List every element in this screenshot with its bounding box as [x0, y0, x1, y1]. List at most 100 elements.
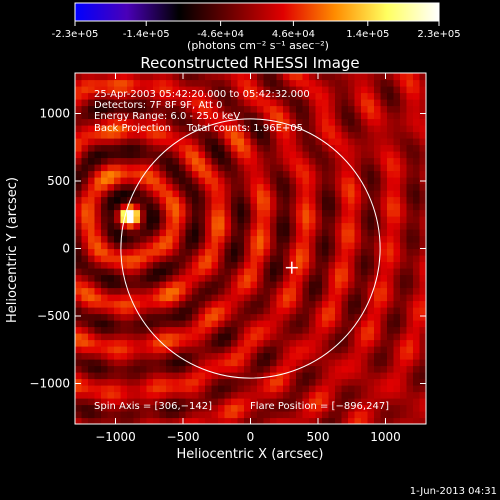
- heatmap-cell: [393, 372, 401, 380]
- heatmap-cell: [244, 216, 252, 224]
- heatmap-cell: [244, 235, 252, 243]
- heatmap-cell: [283, 352, 291, 360]
- heatmap-cell: [172, 248, 180, 256]
- heatmap-cell: [231, 183, 239, 191]
- heatmap-cell: [140, 73, 148, 81]
- heatmap-cell: [387, 326, 395, 334]
- heatmap-cell: [153, 118, 161, 126]
- heatmap-cell: [88, 242, 96, 250]
- heatmap-cell: [309, 177, 317, 185]
- heatmap-cell: [309, 307, 317, 315]
- heatmap-cell: [237, 365, 245, 373]
- heatmap-cell: [283, 105, 291, 113]
- heatmap-cell: [192, 404, 200, 412]
- heatmap-cell: [101, 125, 109, 133]
- heatmap-cell: [400, 378, 408, 386]
- heatmap-cell: [250, 164, 258, 172]
- heatmap-cell: [413, 242, 421, 250]
- heatmap-cell: [296, 151, 304, 159]
- heatmap-cell: [289, 229, 297, 237]
- heatmap-cell: [276, 339, 284, 347]
- heatmap-cell: [289, 112, 297, 120]
- heatmap-cell: [283, 417, 291, 424]
- heatmap-cell: [101, 268, 109, 276]
- heatmap-cell: [231, 404, 239, 412]
- heatmap-cell: [361, 300, 369, 308]
- heatmap-cell: [133, 294, 141, 302]
- heatmap-cell: [419, 385, 426, 393]
- heatmap-cell: [250, 333, 258, 341]
- heatmap-cell: [120, 118, 128, 126]
- heatmap-cell: [205, 138, 213, 146]
- heatmap-cell: [218, 346, 226, 354]
- heatmap-cell: [413, 268, 421, 276]
- heatmap-cell: [302, 209, 310, 217]
- heatmap-cell: [205, 261, 213, 269]
- heatmap-cell: [224, 287, 232, 295]
- heatmap-cell: [133, 92, 141, 100]
- heatmap-cell: [315, 164, 323, 172]
- heatmap-cell: [341, 105, 349, 113]
- heatmap-cell: [94, 333, 102, 341]
- heatmap-cell: [374, 359, 382, 367]
- heatmap-cell: [231, 352, 239, 360]
- heatmap-cell: [107, 196, 115, 204]
- heatmap-cell: [270, 268, 278, 276]
- heatmap-cell: [387, 73, 395, 81]
- heatmap-cell: [153, 411, 161, 419]
- heatmap-cell: [218, 99, 226, 107]
- heatmap-cell: [257, 313, 265, 321]
- heatmap-cell: [120, 339, 128, 347]
- heatmap-cell: [387, 151, 395, 159]
- heatmap-cell: [315, 385, 323, 393]
- heatmap-cell: [172, 242, 180, 250]
- heatmap-cell: [283, 255, 291, 263]
- heatmap-cell: [153, 294, 161, 302]
- heatmap-cell: [309, 404, 317, 412]
- heatmap-cell: [140, 307, 148, 315]
- heatmap-cell: [309, 365, 317, 373]
- heatmap-cell: [283, 73, 291, 81]
- heatmap-cell: [205, 99, 213, 107]
- heatmap-cell: [120, 268, 128, 276]
- heatmap-cell: [406, 170, 414, 178]
- heatmap-cell: [218, 190, 226, 198]
- heatmap-cell: [198, 274, 206, 282]
- heatmap-cell: [322, 183, 330, 191]
- heatmap-cell: [146, 177, 154, 185]
- heatmap-cell: [322, 391, 330, 399]
- heatmap-cell: [419, 411, 426, 419]
- heatmap-cell: [276, 378, 284, 386]
- heatmap-cell: [257, 151, 265, 159]
- heatmap-cell: [244, 177, 252, 185]
- heatmap-cell: [367, 307, 375, 315]
- heatmap-cell: [237, 326, 245, 334]
- heatmap-cell: [224, 209, 232, 217]
- heatmap-cell: [88, 378, 96, 386]
- heatmap-cell: [244, 404, 252, 412]
- heatmap-cell: [218, 222, 226, 230]
- heatmap-cell: [81, 183, 89, 191]
- heatmap-cell: [296, 248, 304, 256]
- heatmap-cell: [361, 118, 369, 126]
- heatmap-cell: [387, 79, 395, 87]
- heatmap-cell: [88, 138, 96, 146]
- heatmap-cell: [263, 411, 271, 419]
- heatmap-cell: [198, 417, 206, 424]
- heatmap-cell: [127, 92, 135, 100]
- heatmap-cell: [283, 131, 291, 139]
- heatmap-cell: [218, 216, 226, 224]
- heatmap-cell: [328, 333, 336, 341]
- heatmap-cell: [413, 157, 421, 165]
- heatmap-cell: [406, 372, 414, 380]
- heatmap-cell: [257, 144, 265, 152]
- heatmap-cell: [140, 268, 148, 276]
- heatmap-cell: [140, 216, 148, 224]
- heatmap-cell: [361, 131, 369, 139]
- heatmap-cell: [211, 216, 219, 224]
- heatmap-cell: [159, 346, 167, 354]
- colorbar-tick-label: -1.4e+05: [123, 29, 170, 40]
- heatmap-cell: [335, 196, 343, 204]
- heatmap-cell: [140, 118, 148, 126]
- heatmap-cell: [224, 248, 232, 256]
